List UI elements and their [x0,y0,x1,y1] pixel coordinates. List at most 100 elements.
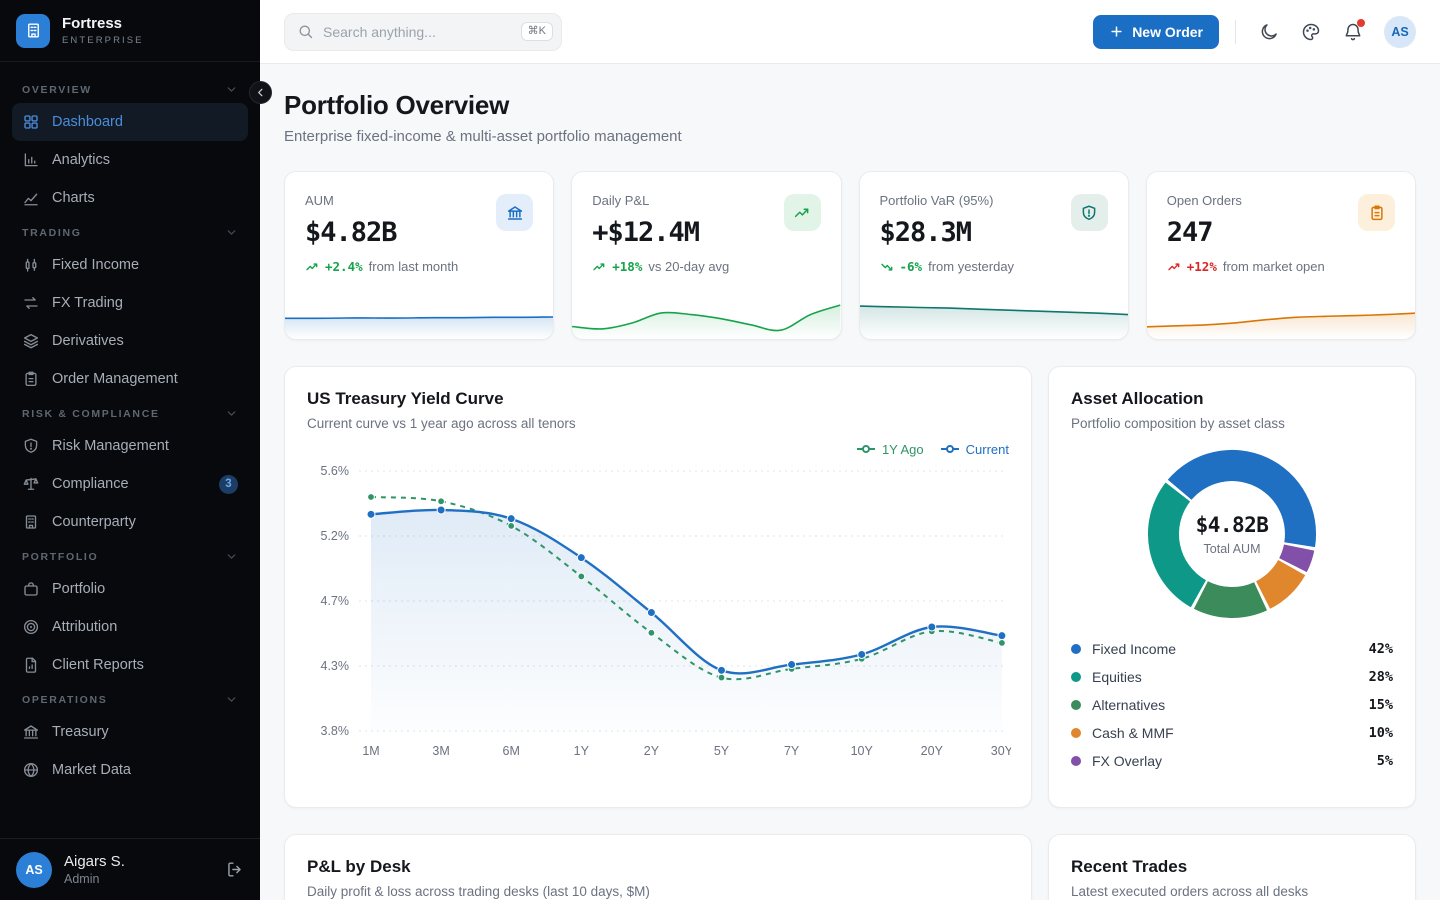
sidebar-item-portfolio[interactable]: Portfolio [12,570,248,608]
trend-down-icon [880,260,894,274]
recent-trades-card: Recent Trades Latest executed orders acr… [1048,834,1416,900]
kpi-delta: -6% [899,259,923,274]
trend-up-icon [783,194,821,231]
legend-label: Current [965,441,1009,457]
kpi-context: from yesterday [928,259,1015,274]
card-subtitle: Portfolio composition by asset class [1071,416,1285,431]
portfolio-icon [22,580,40,598]
yield-legend: 1Y Ago Current [307,439,1009,459]
sidebar-user[interactable]: AS Aigars S. Admin [0,838,260,900]
legend-item-1y-ago[interactable]: 1Y Ago [856,439,924,459]
shield-icon [1070,194,1108,231]
user-menu-avatar[interactable]: AS [1384,15,1416,48]
sidebar-item-order-management[interactable]: Order Management [12,360,248,398]
sidebar-item-fx-trading[interactable]: FX Trading [12,284,248,322]
svg-text:10Y: 10Y [851,744,874,758]
kpi-trend: +2.4% from last month [305,259,533,274]
legend-label: Fixed Income [1092,641,1177,657]
svg-text:2Y: 2Y [644,744,660,758]
counterparty-icon [22,513,40,531]
kpi-sparkline [572,293,841,339]
kpi-card-portfolio-var-95-: Portfolio VaR (95%) $28.3M -6% from yest… [858,171,1129,340]
dashboard-icon [22,113,40,131]
card-title: Asset Allocation [1071,389,1204,408]
kpi-value: +$12.4M [592,217,700,248]
sidebar-item-label: Treasury [52,724,109,740]
topbar: ⌘K New Order AS [260,0,1440,64]
brand-logo-icon [16,13,50,48]
trend-up-icon [1167,260,1181,274]
allocation-donut-chart: $4.82B Total AUM [1145,447,1319,621]
legend-dot [1071,644,1081,654]
legend-dot [1071,756,1081,766]
kpi-trend: +12% from market open [1167,259,1395,274]
sidebar-item-counterparty[interactable]: Counterparty [12,503,248,541]
user-role: Admin [64,871,100,886]
dark-mode-toggle[interactable] [1252,15,1286,49]
nav-section-label: TRADING [22,226,82,239]
global-search[interactable]: ⌘K [284,12,562,51]
search-icon [297,23,314,40]
kpi-context: from market open [1222,259,1325,274]
svg-text:3.8%: 3.8% [321,724,350,738]
sidebar-item-attribution[interactable]: Attribution [12,608,248,646]
sidebar-item-compliance[interactable]: Compliance 3 [12,465,248,503]
sidebar-item-fixed-income[interactable]: Fixed Income [12,246,248,284]
chevron-down-icon [225,407,238,420]
kpi-sparkline [1146,293,1415,339]
trend-up-icon [305,260,319,274]
sidebar-item-market-data[interactable]: Market Data [12,751,248,789]
sidebar-item-label: Market Data [52,762,131,778]
sidebar-item-dashboard[interactable]: Dashboard [12,103,248,141]
kpi-trend: -6% from yesterday [880,259,1108,274]
chevron-down-icon [225,693,238,706]
trend-up-icon [592,260,606,274]
new-order-button[interactable]: New Order [1093,14,1219,49]
nav-badge: 3 [219,474,238,494]
legend-item-current[interactable]: Current [940,439,1009,459]
logout-icon[interactable] [225,860,244,879]
nav-section-label: RISK & COMPLIANCE [22,407,160,420]
legend-percent: 10% [1368,725,1393,741]
legend-label: Alternatives [1092,697,1166,713]
sidebar-item-client-reports[interactable]: Client Reports [12,646,248,684]
bell-icon [1345,23,1361,40]
analytics-icon [22,151,40,169]
sidebar-item-analytics[interactable]: Analytics [12,141,248,179]
legend-percent: 28% [1368,669,1393,685]
nav-section-header[interactable]: RISK & COMPLIANCE [12,398,248,427]
kpi-label: Portfolio VaR (95%) [879,193,994,208]
legend-dot [1071,672,1081,682]
kpi-card-aum: AUM $4.82B +2.4% from last month [284,171,555,340]
sidebar-item-risk-management[interactable]: Risk Management [12,427,248,465]
risk-management-icon [22,437,40,455]
kpi-trend: +18% vs 20-day avg [592,259,820,274]
user-name: Aigars S. [64,853,125,871]
sidebar-item-derivatives[interactable]: Derivatives [12,322,248,360]
chevron-down-icon [225,226,238,239]
sidebar-item-charts[interactable]: Charts [12,179,248,217]
nav-section-header[interactable]: OVERVIEW [12,74,248,103]
nav-section-header[interactable]: TRADING [12,217,248,246]
legend-percent: 15% [1368,697,1393,713]
nav-section-header[interactable]: OPERATIONS [12,684,248,713]
fixed-income-icon [22,256,40,274]
legend-marker-icon [940,445,959,453]
collapse-sidebar-button[interactable] [249,81,272,104]
chevron-left-icon [258,88,263,97]
nav-section-header[interactable]: PORTFOLIO [12,541,248,570]
notifications-button[interactable] [1336,15,1370,49]
legend-marker-icon [856,445,875,453]
sidebar-item-label: Counterparty [52,514,136,530]
search-input[interactable] [323,23,512,40]
pnl-by-desk-card: P&L by Desk Daily profit & loss across t… [284,834,1032,900]
treasury-icon [22,723,40,741]
plus-icon [1111,26,1122,37]
sidebar-item-treasury[interactable]: Treasury [12,713,248,751]
kpi-delta: +12% [1186,259,1217,274]
sidebar-item-label: Order Management [52,371,178,387]
theme-palette-button[interactable] [1294,15,1328,49]
brand-tier: ENTERPRISE [62,35,144,46]
nav-section: RISK & COMPLIANCE Risk Management Complian… [12,398,248,541]
client-reports-icon [22,656,40,674]
